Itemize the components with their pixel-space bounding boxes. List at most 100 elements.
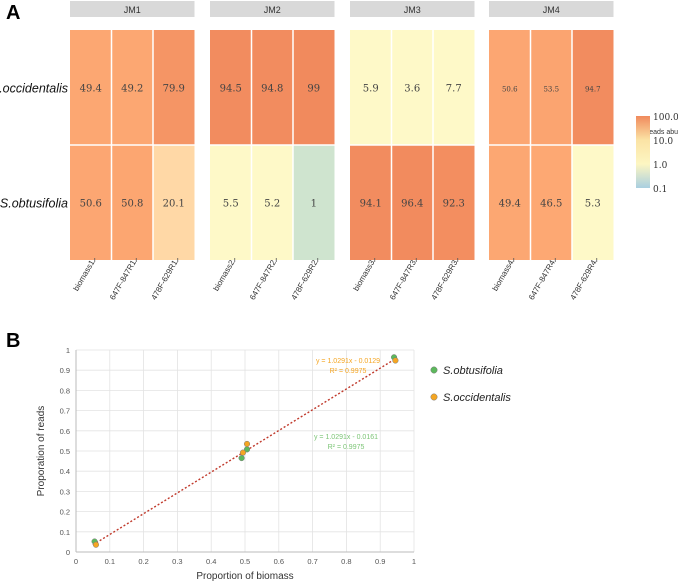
cell-value: 3.6: [404, 84, 420, 95]
cell-value: 7.7: [446, 84, 462, 95]
column-label: 478F-629R3: [429, 258, 459, 301]
cell-value: 50.6: [502, 86, 518, 94]
column-label: 647F-847R2: [248, 258, 278, 301]
heatmap-chart: JM1 49.4 50.6 biomass1 49.2 50.8 647F-847R1 79.…: [0, 1, 678, 302]
cell-value: 1: [311, 199, 317, 210]
heatmap-cell: [251, 145, 293, 260]
y-tick-label: 0: [66, 548, 70, 557]
group-strip: [70, 1, 195, 17]
column-label: 478F-629R4: [568, 258, 598, 301]
data-point: [238, 455, 245, 462]
data-point: [239, 449, 247, 456]
cell-value: 94.7: [585, 86, 601, 94]
heatmap-cell: [530, 30, 572, 145]
panel-a-label: A: [6, 2, 21, 24]
column-label: biomass2: [212, 258, 237, 293]
scatter-chart: 0 0.1 0.2 0.3 0.4 0.5 0.6 0.7 0.8 0.9 1 0 0.1 0.2 0.3 0…: [36, 346, 511, 581]
colorbar-tick: 10.0: [653, 137, 673, 147]
column-label: 647F-847R3: [388, 258, 418, 301]
heatmap-cell: [572, 30, 614, 145]
cell-value: 53.5: [543, 86, 559, 94]
heatmap-cell: [433, 30, 475, 145]
heatmap-cell: [153, 145, 195, 260]
column-label: 478F-629R1: [149, 258, 179, 301]
x-tick-label: 0.2: [138, 557, 148, 566]
cell-value: 50.6: [80, 199, 102, 210]
cell-value: 94.8: [261, 84, 283, 95]
y-tick-label: 0.4: [60, 467, 70, 476]
x-tick-label: 0.7: [307, 557, 317, 566]
cell-value: 49.2: [121, 84, 143, 95]
column-label: 478F-629R2: [289, 258, 319, 301]
x-tick-label: 0.5: [240, 557, 250, 566]
heatmap-cell: [70, 30, 112, 145]
trendline: [92, 357, 398, 546]
x-tick-label: 0.9: [375, 557, 385, 566]
colorbar-title: % Reads abundance: [636, 129, 678, 136]
heatmap-cell: [572, 145, 614, 260]
heatmap-cell: [293, 145, 335, 260]
equation-occidentalis: y = 1.0291x - 0.0129: [316, 358, 380, 365]
heatmap-cell: [111, 30, 153, 145]
x-tick-label: 0.1: [105, 557, 115, 566]
x-tick-label: 0: [74, 557, 78, 566]
y-tick-label: 0.1: [60, 528, 70, 537]
cell-value: 96.4: [401, 199, 423, 210]
cell-value: 49.4: [80, 84, 102, 95]
heatmap-cell: [350, 30, 392, 145]
column-label: 647F-847R4: [527, 258, 557, 301]
data-point: [243, 440, 251, 447]
cell-value: 5.9: [363, 84, 379, 95]
cell-value: 50.8: [121, 199, 143, 210]
panel-b-label: B: [6, 330, 21, 352]
x-tick-label: 0.3: [172, 557, 182, 566]
heatmap-cell: [210, 30, 252, 145]
y-tick-label: 0.7: [60, 407, 70, 416]
row-label: S.occidentalis: [0, 82, 68, 96]
cell-value: 49.4: [499, 199, 521, 210]
heatmap-cell: [530, 145, 572, 260]
legend-marker: [430, 393, 438, 401]
group-label: JM4: [543, 5, 560, 15]
cell-value: 94.5: [220, 84, 242, 95]
heatmap-cell: [489, 145, 531, 260]
colorbar-tick: 100.0: [653, 113, 678, 123]
y-tick-label: 0.3: [60, 487, 70, 496]
column-label: 647F-847R1: [108, 258, 138, 301]
legend-marker: [430, 366, 438, 374]
cell-value: 20.1: [163, 199, 185, 210]
x-tick-label: 0.4: [206, 557, 216, 566]
heatmap-cell: [391, 30, 433, 145]
heatmap-cell: [70, 145, 112, 260]
column-label: biomass4: [491, 258, 516, 293]
heatmap-cell: [293, 30, 335, 145]
equation-obtusifolia: y = 1.0291x - 0.0161: [314, 434, 378, 441]
legend-label: S.occidentalis: [443, 392, 511, 404]
x-axis-label: Proportion of biomass: [196, 571, 293, 581]
x-tick-label: 0.6: [274, 557, 284, 566]
y-axis-label: Proporation of reads: [36, 406, 47, 497]
y-tick-label: 0.6: [60, 427, 70, 436]
group-label: JM3: [404, 5, 421, 15]
column-label: biomass3: [352, 258, 377, 293]
group-strip: [489, 1, 614, 17]
data-point: [392, 357, 399, 364]
heatmap-cell: [210, 145, 252, 260]
heatmap-cell: [153, 30, 195, 145]
heatmap-cell: [350, 145, 392, 260]
y-tick-label: 0.2: [60, 508, 70, 517]
cell-value: 5.3: [585, 199, 601, 210]
colorbar-tick: 0.1: [653, 185, 667, 195]
y-tick-label: 0.8: [60, 386, 70, 395]
cell-value: 94.1: [360, 199, 382, 210]
heatmap-cell: [251, 30, 293, 145]
cell-value: 92.3: [443, 199, 465, 210]
column-label: biomass1: [72, 258, 97, 293]
heatmap-cell: [391, 145, 433, 260]
heatmap-cell: [433, 145, 475, 260]
heatmap-cell: [111, 145, 153, 260]
x-tick-label: 1: [412, 557, 416, 566]
cell-value: 79.9: [163, 84, 185, 95]
x-tick-label: 0.8: [341, 557, 351, 566]
group-label: JM1: [124, 5, 141, 15]
